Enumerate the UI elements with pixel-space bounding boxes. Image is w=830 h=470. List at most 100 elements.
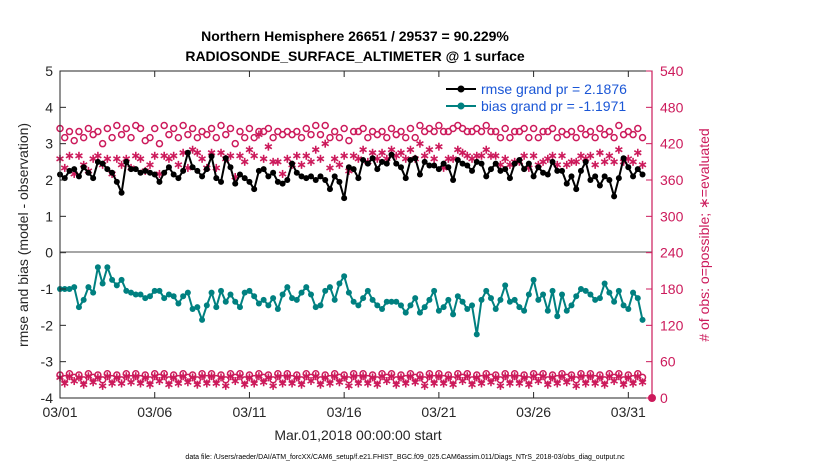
rmse-point (625, 164, 632, 171)
legend-bias-label: bias grand pr = -1.1971 (481, 98, 626, 114)
bias-point (104, 264, 111, 271)
bias-point (577, 286, 584, 292)
bias-evaluated-marker (155, 377, 164, 386)
rmse-evaluated-marker (94, 151, 102, 160)
bias-evaluated-marker (307, 377, 315, 386)
bias-evaluated-marker (127, 378, 135, 387)
x-tick-label: 03/01 (42, 404, 77, 420)
rmse-possible-marker (65, 127, 74, 136)
bias-evaluated-marker (264, 373, 273, 382)
rmse-evaluated-marker (273, 157, 282, 166)
bias-evaluated-marker (75, 373, 83, 382)
chart-title: Northern Hemisphere 26651 / 29537 = 90.2… (201, 28, 509, 44)
y2-tick-label: 240 (660, 245, 684, 261)
bias-point (587, 291, 594, 298)
rmse-point (175, 175, 182, 182)
rmse-point (620, 155, 627, 162)
rmse-possible-marker (207, 124, 216, 133)
bias-evaluated-marker (596, 373, 604, 382)
rmse-point (298, 173, 305, 180)
rmse-point (284, 177, 291, 183)
bias-point (478, 296, 485, 303)
bias-point (151, 287, 158, 294)
rmse-point (180, 167, 187, 174)
bias-evaluated-marker (193, 380, 202, 389)
rmse-possible-marker (605, 127, 614, 136)
rmse-point (450, 177, 457, 183)
bias-evaluated-marker (562, 378, 571, 387)
bias-evaluated-marker (387, 372, 396, 381)
bias-evaluated-marker (311, 372, 320, 381)
bias-point (175, 300, 182, 307)
bias-point (431, 287, 438, 294)
rmse-possible-marker (160, 121, 168, 130)
bias-evaluated-marker (188, 373, 197, 382)
rmse-evaluated-marker (335, 160, 344, 169)
legend-rmse-label: rmse grand pr = 2.1876 (481, 81, 627, 97)
rmse-possible-marker (510, 127, 519, 136)
bias-point (412, 295, 419, 302)
bias-point (251, 293, 258, 300)
rmse-possible-marker (463, 127, 472, 136)
bias-series (57, 264, 646, 338)
rmse-possible-marker (567, 127, 576, 136)
bias-point (208, 289, 215, 296)
y2-tick-label: 420 (660, 136, 684, 152)
bias-point (601, 280, 608, 287)
rmse-possible-marker (596, 124, 604, 133)
bias-point (113, 282, 120, 289)
rmse-possible-marker (169, 124, 178, 133)
bias-point (615, 287, 622, 294)
x-axis-label: Mar.01,2018 00:00:00 start (274, 427, 441, 443)
rmse-point (521, 166, 528, 173)
bias-evaluated-marker (94, 373, 102, 382)
rmse-possible-marker (634, 124, 642, 133)
rmse-point (251, 186, 258, 193)
bias-evaluated-marker (273, 372, 282, 381)
rmse-possible-marker (501, 124, 509, 133)
bias-point (274, 305, 281, 312)
bias-evaluated-marker (236, 372, 244, 381)
rmse-point (630, 173, 637, 180)
bias-point (194, 304, 201, 311)
bias-evaluated-marker (326, 379, 334, 388)
bias-evaluated-marker (491, 373, 500, 382)
y-axis-label: rmse and bias (model - observation) (15, 123, 31, 347)
bias-point (109, 276, 116, 283)
rmse-point (232, 180, 239, 187)
bias-evaluated-marker (103, 372, 112, 381)
rmse-possible-marker (629, 130, 637, 139)
bias-evaluated-marker (302, 372, 311, 381)
rmse-evaluated-marker (245, 145, 254, 154)
rmse-evaluated-marker (174, 160, 183, 169)
x-tick-label: 03/06 (137, 404, 172, 420)
rmse-possible-marker (150, 124, 159, 133)
legend-bias-marker (457, 102, 465, 110)
bias-point (94, 264, 101, 271)
rmse-point (355, 175, 362, 182)
rmse-point (416, 171, 423, 178)
bias-point (213, 304, 220, 311)
rmse-point (227, 164, 234, 171)
bias-point (639, 316, 646, 323)
rmse-possible-marker (264, 124, 273, 133)
rmse-possible-marker (94, 127, 102, 136)
bias-point (497, 296, 504, 303)
rmse-point (260, 166, 267, 173)
bias-point (260, 296, 267, 303)
rmse-point (634, 166, 641, 173)
x-tick-label: 03/16 (327, 404, 362, 420)
rmse-evaluated-marker (605, 151, 614, 160)
bias-point (255, 300, 262, 307)
rmse-point (397, 164, 404, 171)
rmse-evaluated-marker (406, 145, 415, 154)
rmse-evaluated-marker (529, 151, 538, 160)
bias-point (625, 305, 632, 312)
bias-point (308, 291, 315, 298)
bias-point (426, 296, 433, 303)
rmse-point (289, 160, 296, 167)
rmse-point (350, 166, 357, 173)
bias-evaluated-marker (269, 381, 277, 390)
bias-point (540, 291, 547, 298)
